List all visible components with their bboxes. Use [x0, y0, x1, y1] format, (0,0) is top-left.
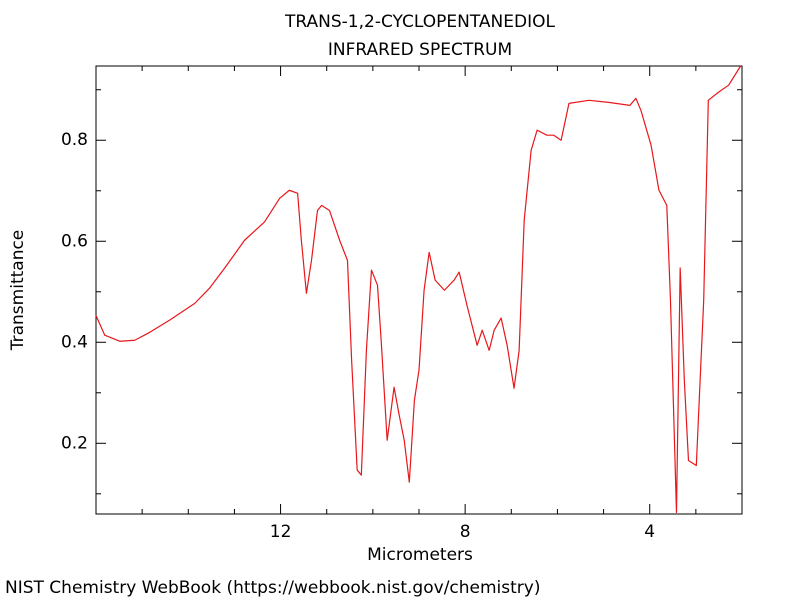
y-tick-label: 0.2 — [61, 433, 88, 453]
y-tick-label: 0.8 — [61, 130, 88, 150]
x-tick-label: 8 — [460, 522, 471, 542]
chart-subtitle: INFRARED SPECTRUM — [328, 40, 512, 60]
y-tick-label: 0.6 — [61, 231, 88, 251]
x-axis-label: Micrometers — [367, 545, 473, 565]
y-tick-label: 0.4 — [61, 332, 88, 352]
chart-title: TRANS-1,2-CYCLOPENTANEDIOL — [284, 12, 555, 32]
plot-frame — [95, 65, 743, 515]
source-note: NIST Chemistry WebBook (https://webbook.… — [5, 578, 540, 598]
x-tick-label: 12 — [270, 522, 292, 542]
y-axis-label: Transmittance — [8, 230, 28, 352]
x-tick-label: 4 — [644, 522, 655, 542]
spectrum-line — [95, 65, 742, 514]
